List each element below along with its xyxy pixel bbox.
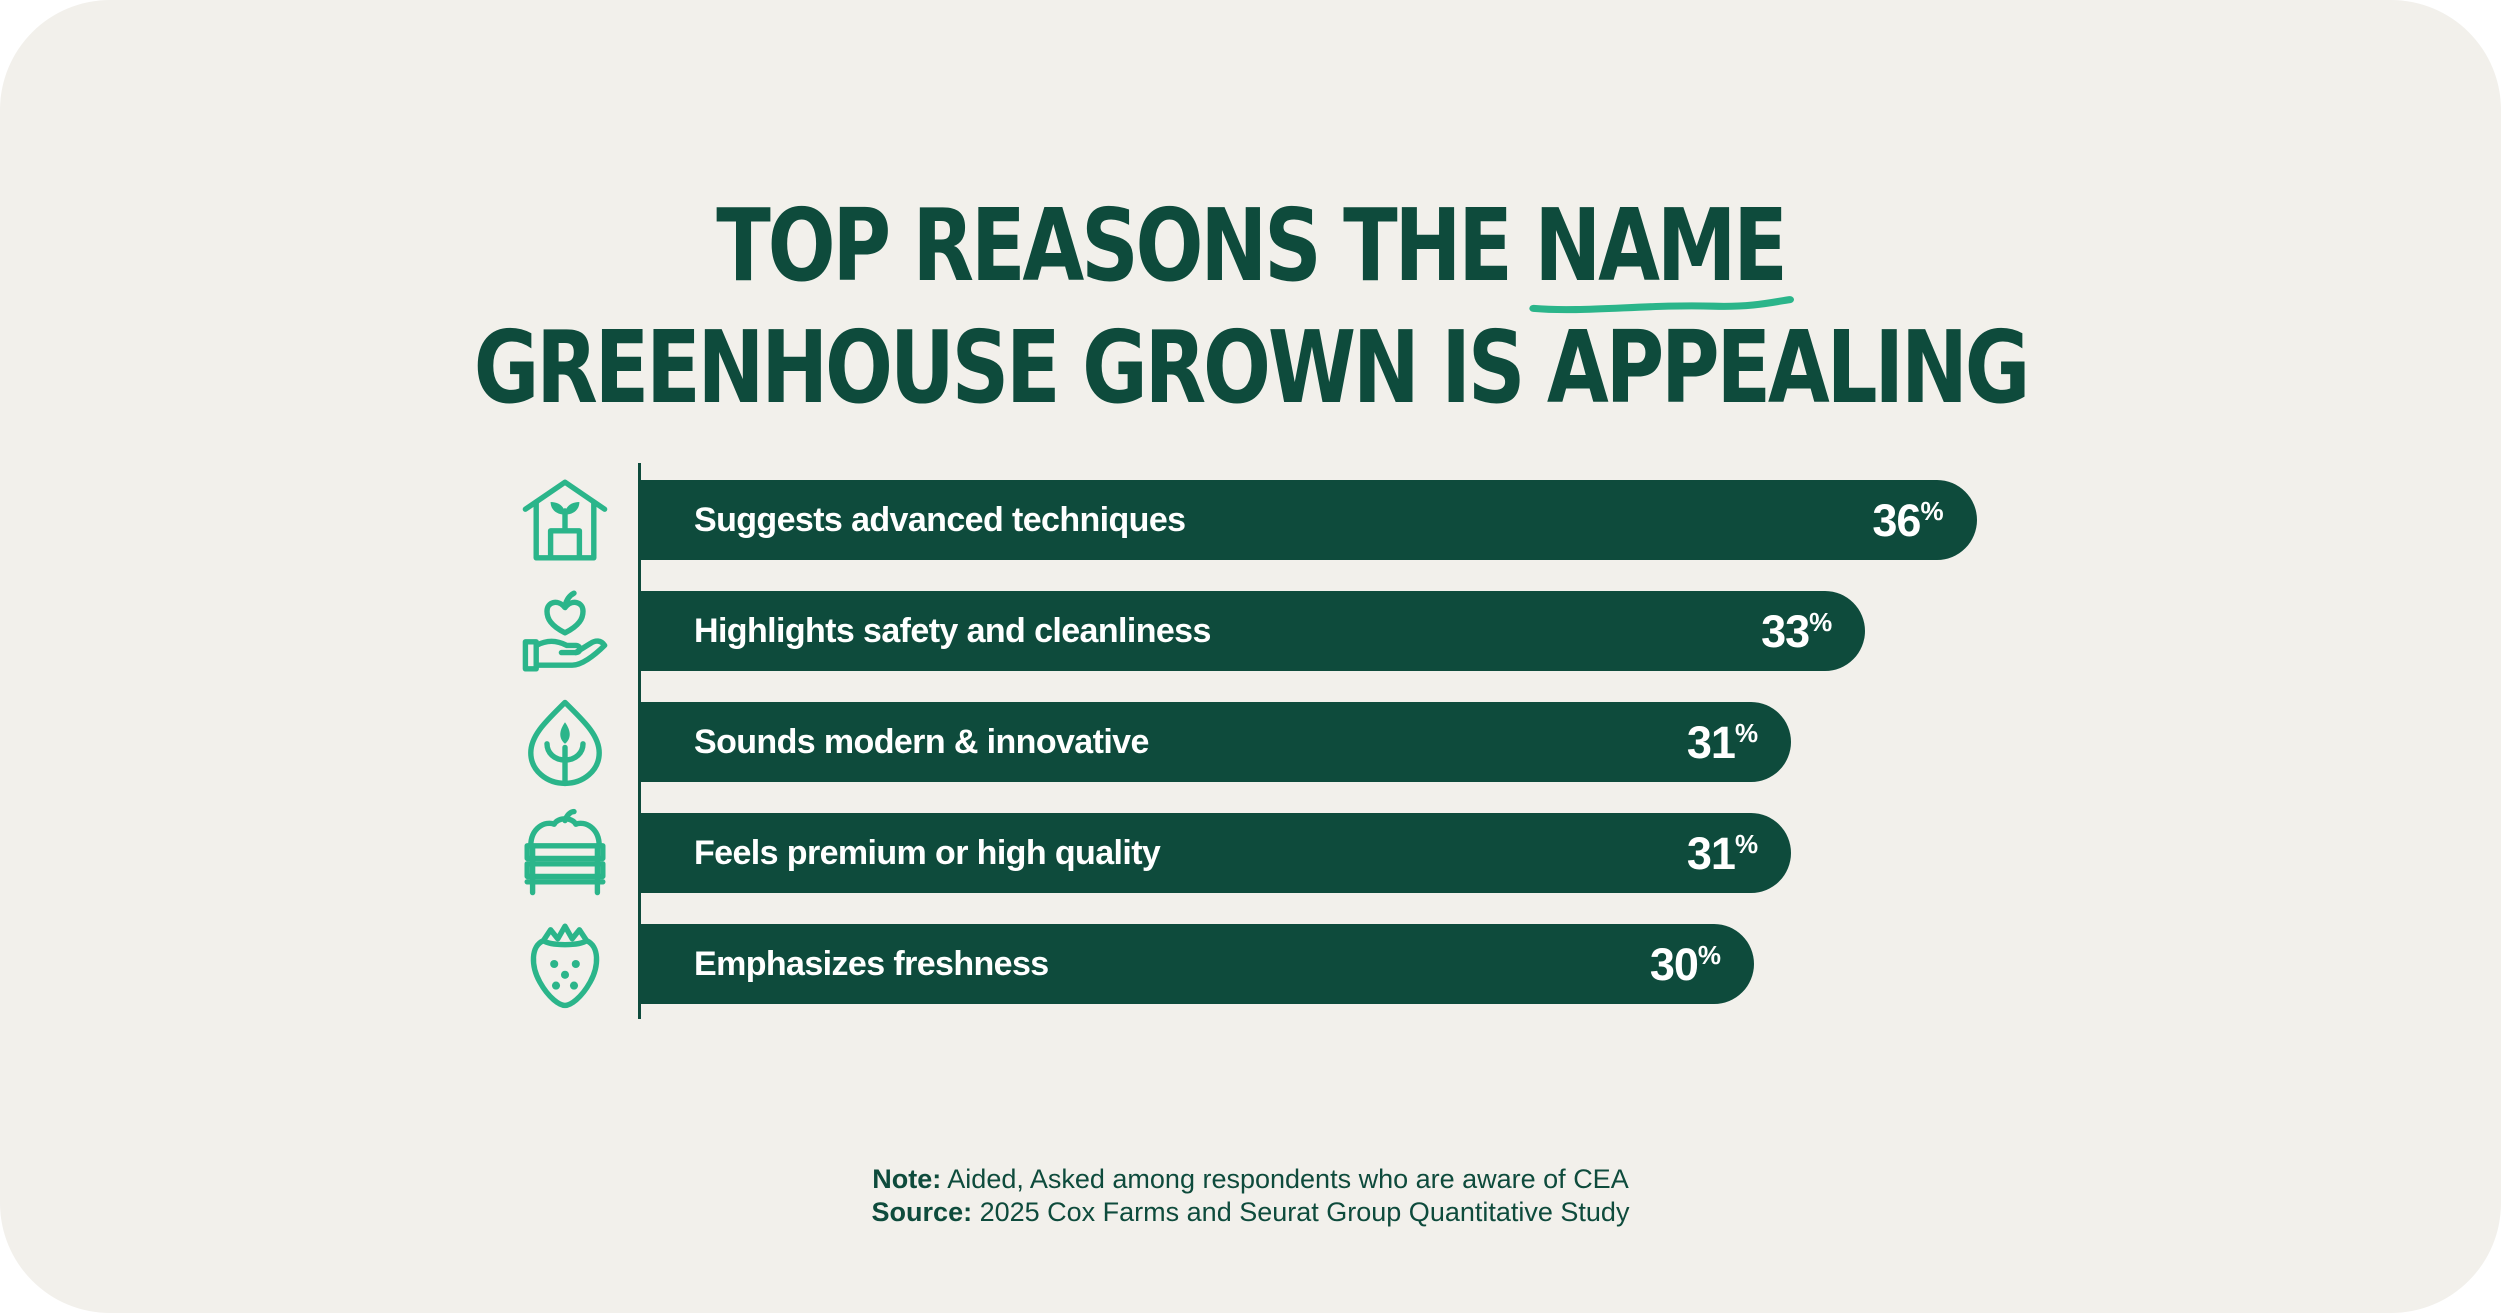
bar-value-unit: % [1734, 718, 1758, 748]
bar-label: Suggests advanced techniques [694, 501, 1186, 539]
footnotes: Note: Aided, Asked among respondents who… [0, 1163, 2501, 1229]
hand-heart-apple-icon [520, 586, 610, 676]
greenhouse-icon [520, 475, 610, 565]
note-label: Note: [872, 1164, 942, 1194]
title-line-1: TOP REASONS THE NAME [250, 185, 2251, 314]
underline-swoosh [1529, 296, 1795, 314]
bar-value-number: 30 [1649, 939, 1699, 990]
source-text: 2025 Cox Farms and Seurat Group Quantita… [979, 1197, 1630, 1227]
title-text: TOP REASONS THE [716, 187, 1513, 304]
bar-value-unit: % [1920, 496, 1943, 526]
bar-value-number: 31 [1686, 828, 1736, 879]
bar-value-unit: % [1809, 607, 1832, 637]
bar [641, 591, 1866, 671]
note-text: Aided, Asked among respondents who are a… [947, 1164, 1629, 1194]
bar-value-label: 31% [1686, 702, 1758, 782]
bar-label: Sounds modern & innovative [694, 723, 1149, 761]
bar-value-number: 33 [1761, 606, 1810, 657]
title-highlight-text: NAME [1534, 187, 1788, 304]
page-title: TOP REASONS THE NAME GREENHOUSE GROWN IS… [250, 185, 2251, 429]
bar [641, 813, 1792, 893]
bar-value-label: 30% [1649, 924, 1721, 1004]
bar [641, 702, 1792, 782]
bar-value-number: 31 [1686, 717, 1736, 768]
bar-label: Feels premium or high quality [694, 834, 1161, 872]
title-highlight: NAME [1529, 185, 1795, 314]
note-line: Note: Aided, Asked among respondents who… [0, 1163, 2501, 1196]
bar-value-unit: % [1734, 829, 1758, 859]
leaf-drop-icon [520, 697, 610, 787]
bar-value-unit: % [1697, 940, 1721, 970]
source-label: Source: [871, 1197, 973, 1227]
title-line-2: GREENHOUSE GROWN IS APPEALING [473, 309, 2031, 426]
source-line: Source: 2025 Cox Farms and Seurat Group … [0, 1196, 2501, 1229]
bar-value-label: 36% [1872, 480, 1943, 560]
chart-axis-line [638, 463, 641, 1019]
produce-crate-icon [520, 808, 610, 898]
bar-label: Emphasizes freshness [694, 945, 1049, 983]
bar-label: Highlights safety and cleanliness [694, 612, 1211, 650]
bar-value-label: 31% [1686, 813, 1758, 893]
bar [641, 480, 1977, 560]
bar-value-number: 36 [1872, 495, 1921, 546]
bar [641, 924, 1754, 1004]
bar-value-label: 33% [1761, 591, 1832, 671]
strawberry-icon [520, 919, 610, 1009]
